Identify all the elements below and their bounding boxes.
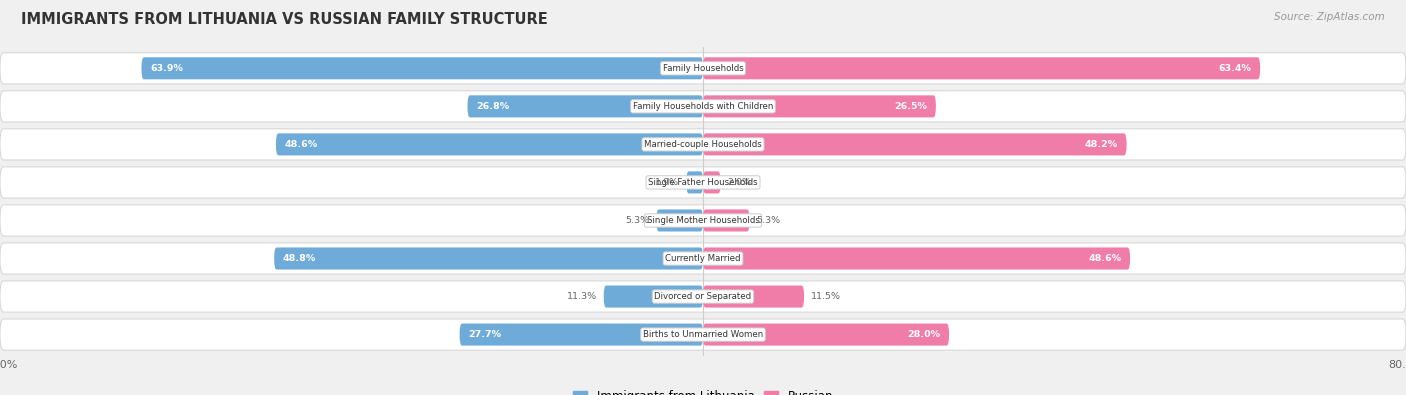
FancyBboxPatch shape: [703, 248, 1130, 269]
FancyBboxPatch shape: [686, 171, 703, 194]
Text: 28.0%: 28.0%: [907, 330, 941, 339]
Text: Currently Married: Currently Married: [665, 254, 741, 263]
FancyBboxPatch shape: [274, 248, 703, 269]
Text: 5.3%: 5.3%: [756, 216, 780, 225]
Text: Births to Unmarried Women: Births to Unmarried Women: [643, 330, 763, 339]
FancyBboxPatch shape: [703, 134, 1126, 155]
FancyBboxPatch shape: [703, 209, 749, 231]
Text: 1.9%: 1.9%: [655, 178, 679, 187]
FancyBboxPatch shape: [703, 171, 721, 194]
FancyBboxPatch shape: [467, 95, 703, 117]
Text: 48.2%: 48.2%: [1084, 140, 1118, 149]
Text: 48.6%: 48.6%: [285, 140, 318, 149]
Text: Divorced or Separated: Divorced or Separated: [654, 292, 752, 301]
FancyBboxPatch shape: [0, 129, 1406, 160]
FancyBboxPatch shape: [0, 205, 1406, 236]
Text: 63.9%: 63.9%: [150, 64, 183, 73]
FancyBboxPatch shape: [0, 243, 1406, 274]
Text: Source: ZipAtlas.com: Source: ZipAtlas.com: [1274, 12, 1385, 22]
FancyBboxPatch shape: [0, 91, 1406, 122]
Text: 26.8%: 26.8%: [477, 102, 509, 111]
FancyBboxPatch shape: [657, 209, 703, 231]
Text: 5.3%: 5.3%: [626, 216, 650, 225]
Text: 48.8%: 48.8%: [283, 254, 316, 263]
Text: IMMIGRANTS FROM LITHUANIA VS RUSSIAN FAMILY STRUCTURE: IMMIGRANTS FROM LITHUANIA VS RUSSIAN FAM…: [21, 12, 548, 27]
FancyBboxPatch shape: [460, 324, 703, 346]
Text: Family Households: Family Households: [662, 64, 744, 73]
FancyBboxPatch shape: [0, 281, 1406, 312]
FancyBboxPatch shape: [0, 167, 1406, 198]
FancyBboxPatch shape: [703, 57, 1260, 79]
Text: 26.5%: 26.5%: [894, 102, 927, 111]
Text: 2.0%: 2.0%: [728, 178, 752, 187]
FancyBboxPatch shape: [703, 95, 936, 117]
FancyBboxPatch shape: [603, 286, 703, 308]
FancyBboxPatch shape: [276, 134, 703, 155]
Text: Family Households with Children: Family Households with Children: [633, 102, 773, 111]
Text: Single Mother Households: Single Mother Households: [647, 216, 759, 225]
Text: 27.7%: 27.7%: [468, 330, 502, 339]
Legend: Immigrants from Lithuania, Russian: Immigrants from Lithuania, Russian: [568, 386, 838, 395]
FancyBboxPatch shape: [0, 53, 1406, 84]
FancyBboxPatch shape: [142, 57, 703, 79]
Text: 63.4%: 63.4%: [1219, 64, 1251, 73]
FancyBboxPatch shape: [703, 286, 804, 308]
Text: 11.3%: 11.3%: [567, 292, 596, 301]
FancyBboxPatch shape: [703, 324, 949, 346]
Text: 11.5%: 11.5%: [811, 292, 841, 301]
Text: Married-couple Households: Married-couple Households: [644, 140, 762, 149]
Text: Single Father Households: Single Father Households: [648, 178, 758, 187]
FancyBboxPatch shape: [0, 319, 1406, 350]
Text: 48.6%: 48.6%: [1088, 254, 1122, 263]
